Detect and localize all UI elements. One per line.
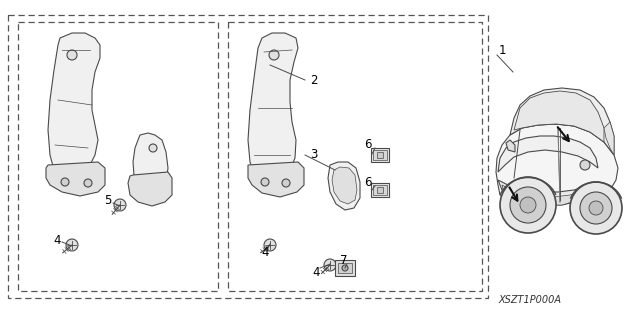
Text: 4: 4 bbox=[261, 246, 269, 258]
Circle shape bbox=[342, 265, 348, 271]
Bar bbox=[373, 150, 387, 160]
Circle shape bbox=[269, 50, 279, 60]
Text: 6: 6 bbox=[365, 138, 372, 152]
Circle shape bbox=[510, 187, 546, 223]
Text: 6: 6 bbox=[365, 176, 372, 189]
Bar bbox=[373, 185, 387, 195]
Circle shape bbox=[580, 160, 590, 170]
Text: 1: 1 bbox=[499, 43, 506, 56]
Circle shape bbox=[261, 178, 269, 186]
Polygon shape bbox=[248, 33, 298, 184]
Bar bbox=[18, 22, 218, 291]
Polygon shape bbox=[332, 167, 357, 204]
Circle shape bbox=[500, 177, 556, 233]
Text: XSZT1P000A: XSZT1P000A bbox=[499, 295, 561, 305]
Polygon shape bbox=[604, 122, 614, 155]
Circle shape bbox=[84, 179, 92, 187]
Circle shape bbox=[282, 179, 290, 187]
Polygon shape bbox=[46, 162, 105, 196]
Bar bbox=[371, 183, 389, 197]
Polygon shape bbox=[328, 162, 360, 210]
Circle shape bbox=[570, 182, 622, 234]
Polygon shape bbox=[128, 172, 172, 206]
Polygon shape bbox=[248, 162, 304, 197]
Polygon shape bbox=[502, 185, 580, 205]
Polygon shape bbox=[48, 33, 100, 180]
Text: 2: 2 bbox=[310, 73, 317, 86]
Circle shape bbox=[580, 192, 612, 224]
Circle shape bbox=[66, 239, 78, 251]
Bar bbox=[377, 187, 383, 193]
Bar bbox=[8, 15, 488, 298]
Polygon shape bbox=[496, 124, 618, 202]
Polygon shape bbox=[510, 88, 614, 155]
Circle shape bbox=[520, 197, 536, 213]
Circle shape bbox=[264, 239, 276, 251]
Text: 5: 5 bbox=[104, 194, 112, 206]
Polygon shape bbox=[498, 180, 592, 205]
Circle shape bbox=[67, 50, 77, 60]
Text: 3: 3 bbox=[310, 149, 317, 161]
Circle shape bbox=[589, 201, 603, 215]
Bar bbox=[371, 148, 389, 162]
Bar bbox=[338, 263, 352, 273]
Bar bbox=[377, 152, 383, 158]
Text: 4: 4 bbox=[312, 266, 320, 279]
Bar bbox=[228, 22, 482, 291]
Text: 7: 7 bbox=[340, 255, 348, 268]
Circle shape bbox=[324, 259, 336, 271]
Text: 4: 4 bbox=[53, 234, 61, 248]
Circle shape bbox=[114, 199, 126, 211]
Bar bbox=[335, 260, 355, 276]
Circle shape bbox=[149, 144, 157, 152]
Circle shape bbox=[61, 178, 69, 186]
Polygon shape bbox=[506, 140, 515, 152]
Polygon shape bbox=[514, 91, 604, 142]
Polygon shape bbox=[498, 136, 598, 172]
Polygon shape bbox=[133, 133, 168, 195]
